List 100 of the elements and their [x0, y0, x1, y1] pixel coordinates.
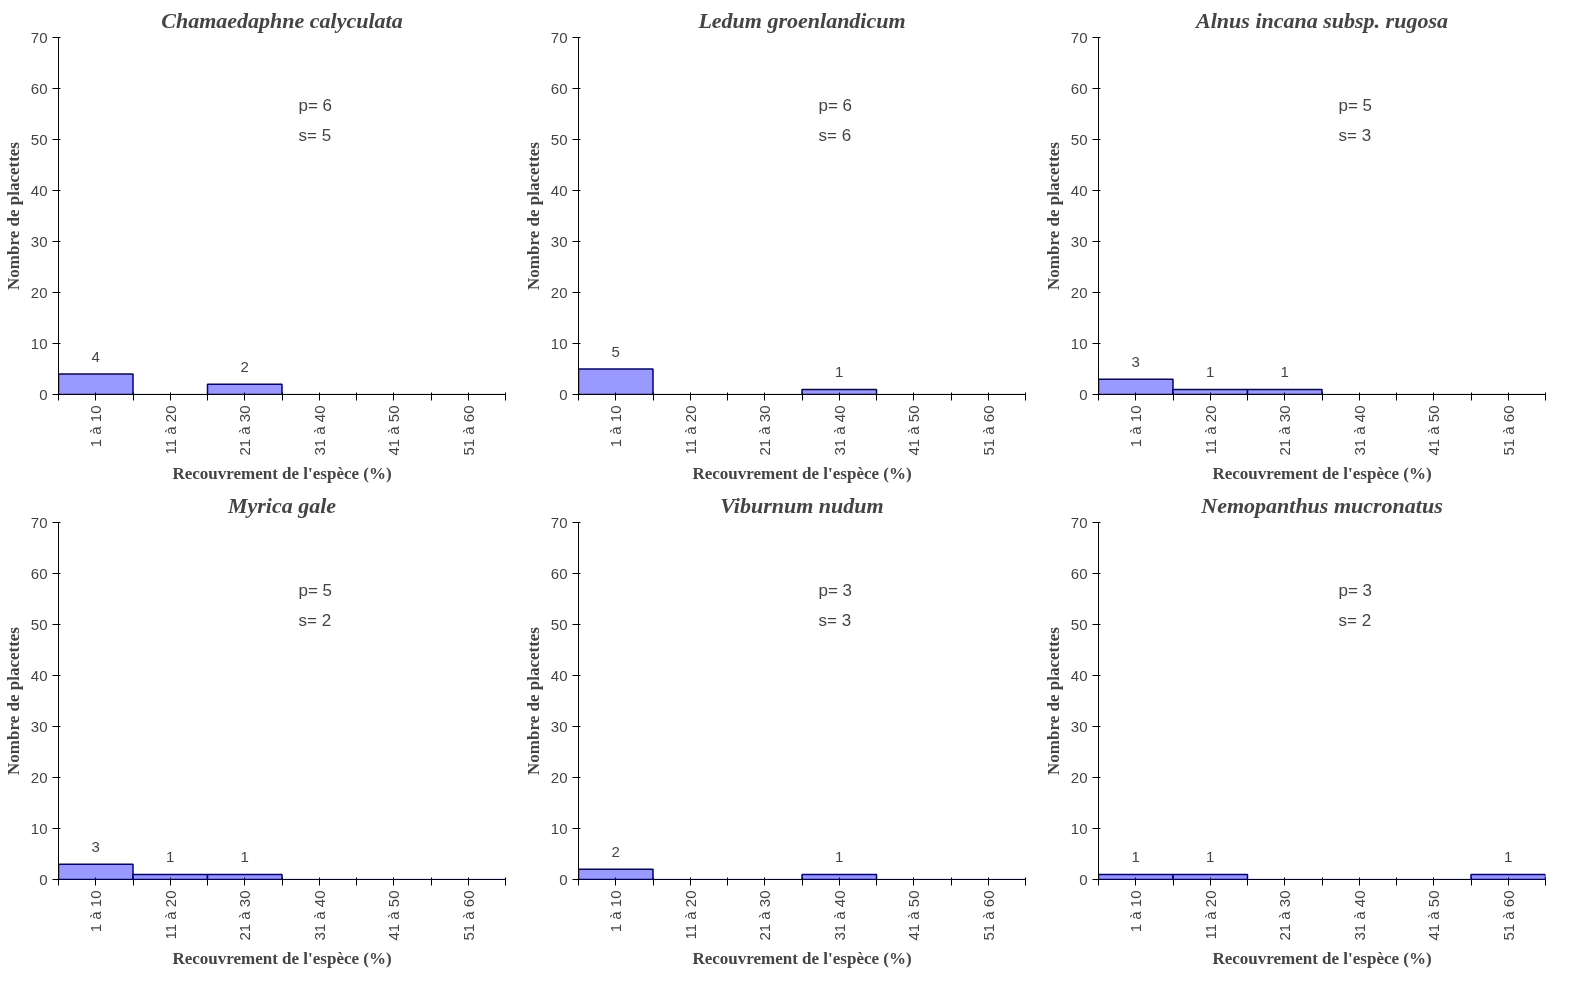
- x-tick-label: 11 à 20: [681, 890, 699, 940]
- y-tick-label: 50: [1070, 615, 1088, 633]
- y-tick-label: 60: [1070, 564, 1088, 582]
- chart-title: Ledum groenlandicum: [697, 7, 906, 33]
- y-tick-label: 20: [1070, 283, 1088, 301]
- annotation: p= 5: [1338, 95, 1373, 115]
- x-tick-label: 1 à 10: [87, 405, 105, 448]
- annotation: p= 3: [1338, 580, 1373, 600]
- data-label: 5: [611, 343, 620, 360]
- x-tick-label: 1 à 10: [1127, 890, 1145, 933]
- y-tick-label: 40: [1070, 181, 1088, 199]
- x-tick-label: 31 à 40: [830, 405, 848, 456]
- y-tick-label: 70: [1070, 513, 1088, 531]
- y-axis-title: Nombre de placettes: [3, 141, 23, 290]
- x-tick-label: 51 à 60: [459, 405, 477, 456]
- chart-title: Chamaedaphne calyculata: [161, 7, 403, 33]
- data-label: 1: [1280, 363, 1289, 381]
- y-tick-label: 10: [30, 819, 48, 837]
- x-tick-label: 21 à 30: [756, 890, 774, 941]
- data-label: 1: [835, 848, 844, 866]
- data-label: 1: [240, 848, 249, 866]
- data-label: 1: [1206, 848, 1215, 866]
- y-tick-label: 10: [1070, 334, 1088, 352]
- annotation: p= 6: [818, 95, 853, 115]
- y-axis-title: Nombre de placettes: [1043, 141, 1063, 290]
- annotation: p= 5: [298, 580, 333, 600]
- y-tick-label: 20: [30, 768, 48, 786]
- y-tick-label: 30: [550, 717, 568, 735]
- y-tick-label: 30: [1070, 232, 1088, 250]
- x-tick-label: 31 à 40: [310, 890, 328, 941]
- y-tick-label: 60: [550, 564, 568, 582]
- x-tick-label: 11 à 20: [161, 405, 179, 455]
- x-tick-label: 21 à 30: [756, 405, 774, 456]
- y-tick-label: 0: [39, 870, 48, 888]
- y-tick-label: 60: [30, 79, 48, 97]
- x-tick-label: 21 à 30: [1276, 890, 1294, 941]
- data-label: 1: [1206, 363, 1215, 381]
- data-label: 2: [240, 358, 249, 376]
- x-tick-label: 41 à 50: [385, 405, 403, 456]
- annotation: s= 2: [298, 610, 332, 630]
- y-axis-title: Nombre de placettes: [523, 141, 543, 290]
- y-tick-label: 30: [1070, 717, 1088, 735]
- y-axis-title: Nombre de placettes: [523, 626, 543, 775]
- x-tick-label: 41 à 50: [1425, 890, 1443, 941]
- y-tick-label: 60: [30, 564, 48, 582]
- chart-title: Nemopanthus mucronatus: [1200, 492, 1443, 518]
- x-tick-label: 51 à 60: [1499, 405, 1517, 456]
- y-tick-label: 40: [550, 666, 568, 684]
- x-tick-label: 31 à 40: [310, 405, 328, 456]
- x-tick-label: 1 à 10: [87, 890, 105, 933]
- x-tick-label: 21 à 30: [236, 890, 254, 941]
- data-label: 3: [91, 838, 100, 856]
- x-tick-label: 11 à 20: [1201, 890, 1219, 940]
- x-axis-title: Recouvrement de l'espèce (%): [172, 948, 392, 968]
- y-axis-title: Nombre de placettes: [3, 626, 23, 775]
- x-tick-label: 1 à 10: [607, 890, 625, 933]
- x-axis-title: Recouvrement de l'espèce (%): [692, 948, 912, 968]
- x-tick-label: 51 à 60: [1499, 890, 1517, 941]
- y-tick-label: 20: [1070, 768, 1088, 786]
- x-tick-label: 31 à 40: [1350, 890, 1368, 941]
- x-tick-label: 11 à 20: [1201, 405, 1219, 455]
- data-label: 4: [91, 348, 100, 366]
- y-tick-label: 20: [30, 283, 48, 301]
- y-tick-label: 40: [550, 181, 568, 199]
- y-tick-label: 70: [30, 28, 48, 46]
- x-axis-title: Recouvrement de l'espèce (%): [1212, 948, 1432, 968]
- annotation: s= 3: [1338, 125, 1372, 145]
- x-tick-label: 41 à 50: [1425, 405, 1443, 456]
- x-tick-label: 51 à 60: [459, 890, 477, 941]
- y-tick-label: 70: [550, 513, 568, 531]
- x-tick-label: 11 à 20: [161, 890, 179, 940]
- y-tick-label: 10: [550, 334, 568, 352]
- x-tick-label: 21 à 30: [1276, 405, 1294, 456]
- x-tick-label: 1 à 10: [1127, 405, 1145, 448]
- x-tick-label: 41 à 50: [905, 405, 923, 456]
- y-axis-title: Nombre de placettes: [1043, 626, 1063, 775]
- y-tick-label: 0: [39, 385, 48, 403]
- y-tick-label: 0: [1079, 385, 1088, 403]
- x-tick-label: 41 à 50: [385, 890, 403, 941]
- chart-title: Alnus incana subsp. rugosa: [1194, 7, 1448, 33]
- y-tick-label: 0: [1079, 870, 1088, 888]
- y-tick-label: 10: [550, 819, 568, 837]
- x-axis-title: Recouvrement de l'espèce (%): [1212, 463, 1432, 483]
- y-tick-label: 50: [30, 615, 48, 633]
- data-label: 1: [835, 363, 844, 381]
- data-label: 1: [1131, 848, 1140, 866]
- x-tick-label: 21 à 30: [236, 405, 254, 456]
- y-tick-label: 40: [1070, 666, 1088, 684]
- y-tick-label: 20: [550, 768, 568, 786]
- y-tick-label: 0: [559, 870, 568, 888]
- y-tick-label: 60: [550, 79, 568, 97]
- y-tick-label: 50: [550, 130, 568, 148]
- chart-title: Viburnum nudum: [720, 492, 884, 518]
- x-tick-label: 31 à 40: [1350, 405, 1368, 456]
- y-tick-label: 40: [30, 181, 48, 199]
- x-tick-label: 1 à 10: [607, 405, 625, 448]
- y-tick-label: 70: [550, 28, 568, 46]
- data-label: 2: [611, 843, 620, 861]
- y-tick-label: 70: [30, 513, 48, 531]
- annotation: s= 5: [298, 125, 332, 145]
